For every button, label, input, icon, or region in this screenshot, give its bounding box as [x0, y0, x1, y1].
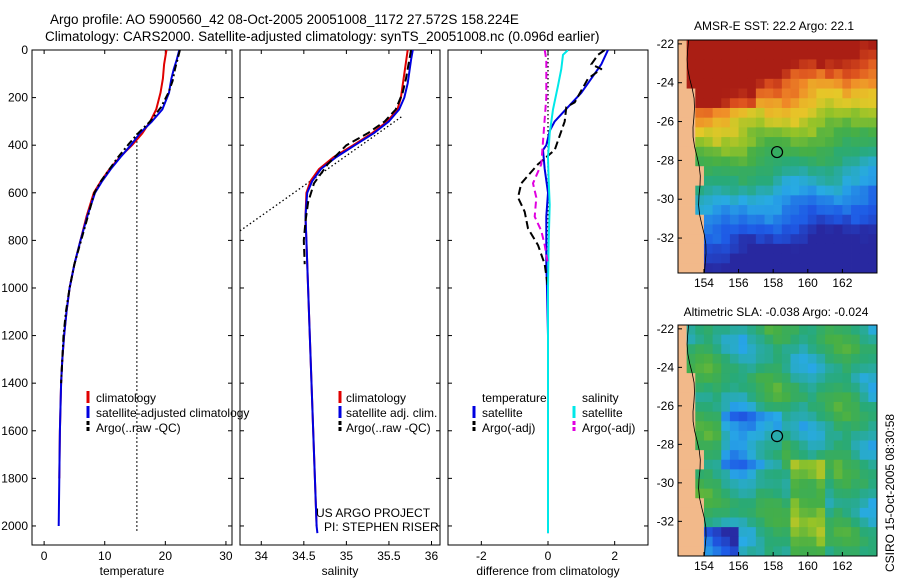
y-tick-label: -26 [657, 399, 675, 413]
legend-header-salinity: salinity [582, 391, 619, 405]
series-line-argo-raw-qc- [302, 50, 413, 265]
title-line-1: Argo profile: AO 5900560_42 08-Oct-2005 … [50, 12, 519, 27]
map-frame [677, 39, 878, 274]
x-tick-label: 160 [798, 559, 818, 573]
x-tick-label: 2 [611, 549, 618, 563]
y-tick-label: 1800 [1, 471, 28, 485]
timestamp-stamp: CSIRO 15-Oct-2005 08:30:58 [883, 414, 897, 572]
x-tick-label: 158 [763, 276, 783, 290]
map-frame [677, 324, 878, 557]
y-tick-label: -28 [657, 153, 675, 167]
reference-line [240, 116, 403, 232]
legend-label-sal-argo: Argo(-adj) [582, 421, 635, 435]
legend-label-climatology: climatology [346, 391, 406, 405]
y-tick-label: 1000 [1, 281, 28, 295]
x-tick-label: 158 [763, 559, 783, 573]
sla-heatmap [678, 325, 878, 557]
legend-label-temp-argo: Argo(-adj) [482, 421, 535, 435]
x-tick-label: 156 [729, 276, 749, 290]
salinity-legend: climatology satellite adj. clim. Argo(..… [316, 391, 439, 534]
x-tick-label: 154 [694, 276, 714, 290]
y-tick-label: 2000 [1, 519, 28, 533]
sst-map: 154 156 158 160 162 -22 -24 -26 -28 -30 -32 [657, 37, 878, 290]
y-tick-label: -30 [657, 192, 675, 206]
series-line-satellite-adj-clim- [304, 50, 414, 534]
x-tick-label: 34.5 [292, 549, 316, 563]
profile-location-marker [770, 145, 784, 159]
x-tick-label: -2 [476, 549, 487, 563]
sla-map-title: Altimetric SLA: -0.038 Argo: -0.024 [684, 305, 869, 319]
legend-label-argo: Argo(..raw -QC) [96, 421, 181, 435]
y-tick-label: -30 [657, 476, 675, 490]
x-tick-label: 0 [41, 549, 48, 563]
y-tick-label: 600 [8, 186, 28, 200]
x-tick-label: 156 [729, 559, 749, 573]
legend-label-sal-satellite: satellite [582, 406, 623, 420]
x-tick-label: 154 [694, 559, 714, 573]
title-line-2: Climatology: CARS2000. Satellite-adjuste… [45, 29, 600, 44]
y-tick-label: 400 [8, 138, 28, 152]
y-tick-label: 0 [21, 43, 28, 57]
x-tick-label: 162 [832, 276, 852, 290]
y-tick-label: -32 [657, 514, 675, 528]
x-tick-label: 35.5 [377, 549, 401, 563]
legend-label-argo: Argo(..raw -QC) [346, 421, 431, 435]
y-tick-label: -24 [657, 76, 675, 90]
y-tick-label: 1400 [1, 376, 28, 390]
figure-title: Argo profile: AO 5900560_42 08-Oct-2005 … [45, 11, 660, 45]
legend-header-temperature: temperature [482, 391, 547, 405]
x-axis-label: difference from climatology [476, 564, 619, 578]
pi-credit: PI: STEPHEN RISER [324, 520, 439, 534]
y-tick-label: -32 [657, 231, 675, 245]
temperature-chart: 0 200 400 600 800 1000 1200 1400 1600 1800 2000 0 10… [1, 43, 233, 578]
y-tick-label: -28 [657, 437, 675, 451]
sst-heatmap [678, 40, 878, 274]
x-tick-label: 20 [159, 549, 173, 563]
series-line-argo-raw-qc- [60, 50, 181, 384]
legend-label-satellite: satellite-adjusted climatology [96, 406, 249, 420]
x-tick-label: 10 [98, 549, 112, 563]
x-tick-label: 0 [545, 549, 552, 563]
x-axis-label: salinity [322, 564, 359, 578]
plot-frame [31, 49, 233, 546]
y-tick-label: -22 [657, 322, 675, 336]
y-tick-label: 1600 [1, 424, 28, 438]
series-line-temperature-argo-adj- [517, 50, 606, 289]
series-line-salinity-argo-adj- [532, 50, 549, 265]
y-tick-label: 200 [8, 91, 28, 105]
x-tick-label: 35 [340, 549, 354, 563]
x-axis-label: temperature [100, 564, 165, 578]
series-line-salinity-satellite [547, 50, 569, 534]
plot-frame [239, 49, 441, 546]
sst-map-title: AMSR-E SST: 22.2 Argo: 22.1 [694, 19, 854, 33]
y-tick-label: -26 [657, 115, 675, 129]
y-tick-label: 1200 [1, 329, 28, 343]
x-tick-label: 162 [832, 559, 852, 573]
profile-location-marker [770, 430, 784, 443]
y-tick-label: -22 [657, 37, 675, 51]
x-tick-label: 36 [425, 549, 439, 563]
difference-legend: temperature salinity satellite Argo(-adj… [472, 391, 635, 435]
x-tick-label: 30 [219, 549, 233, 563]
x-tick-label: 160 [798, 276, 818, 290]
y-tick-label: -24 [657, 360, 675, 374]
project-credit: US ARGO PROJECT [316, 506, 431, 520]
coastline [686, 324, 707, 557]
salinity-chart: 34 34.5 35 35.5 36 salinity [239, 49, 441, 578]
y-tick-label: 800 [8, 233, 28, 247]
x-tick-label: 34 [255, 549, 269, 563]
legend-label-satellite: satellite adj. clim. [346, 406, 437, 420]
temperature-legend: climatology satellite-adjusted climatolo… [86, 391, 249, 435]
sla-map: 154 156 158 160 162 -22 -24 -26 -28 -30 -32 [657, 322, 878, 573]
legend-label-climatology: climatology [96, 391, 156, 405]
legend-label-temp-satellite: satellite [482, 406, 523, 420]
coastline [686, 39, 707, 274]
